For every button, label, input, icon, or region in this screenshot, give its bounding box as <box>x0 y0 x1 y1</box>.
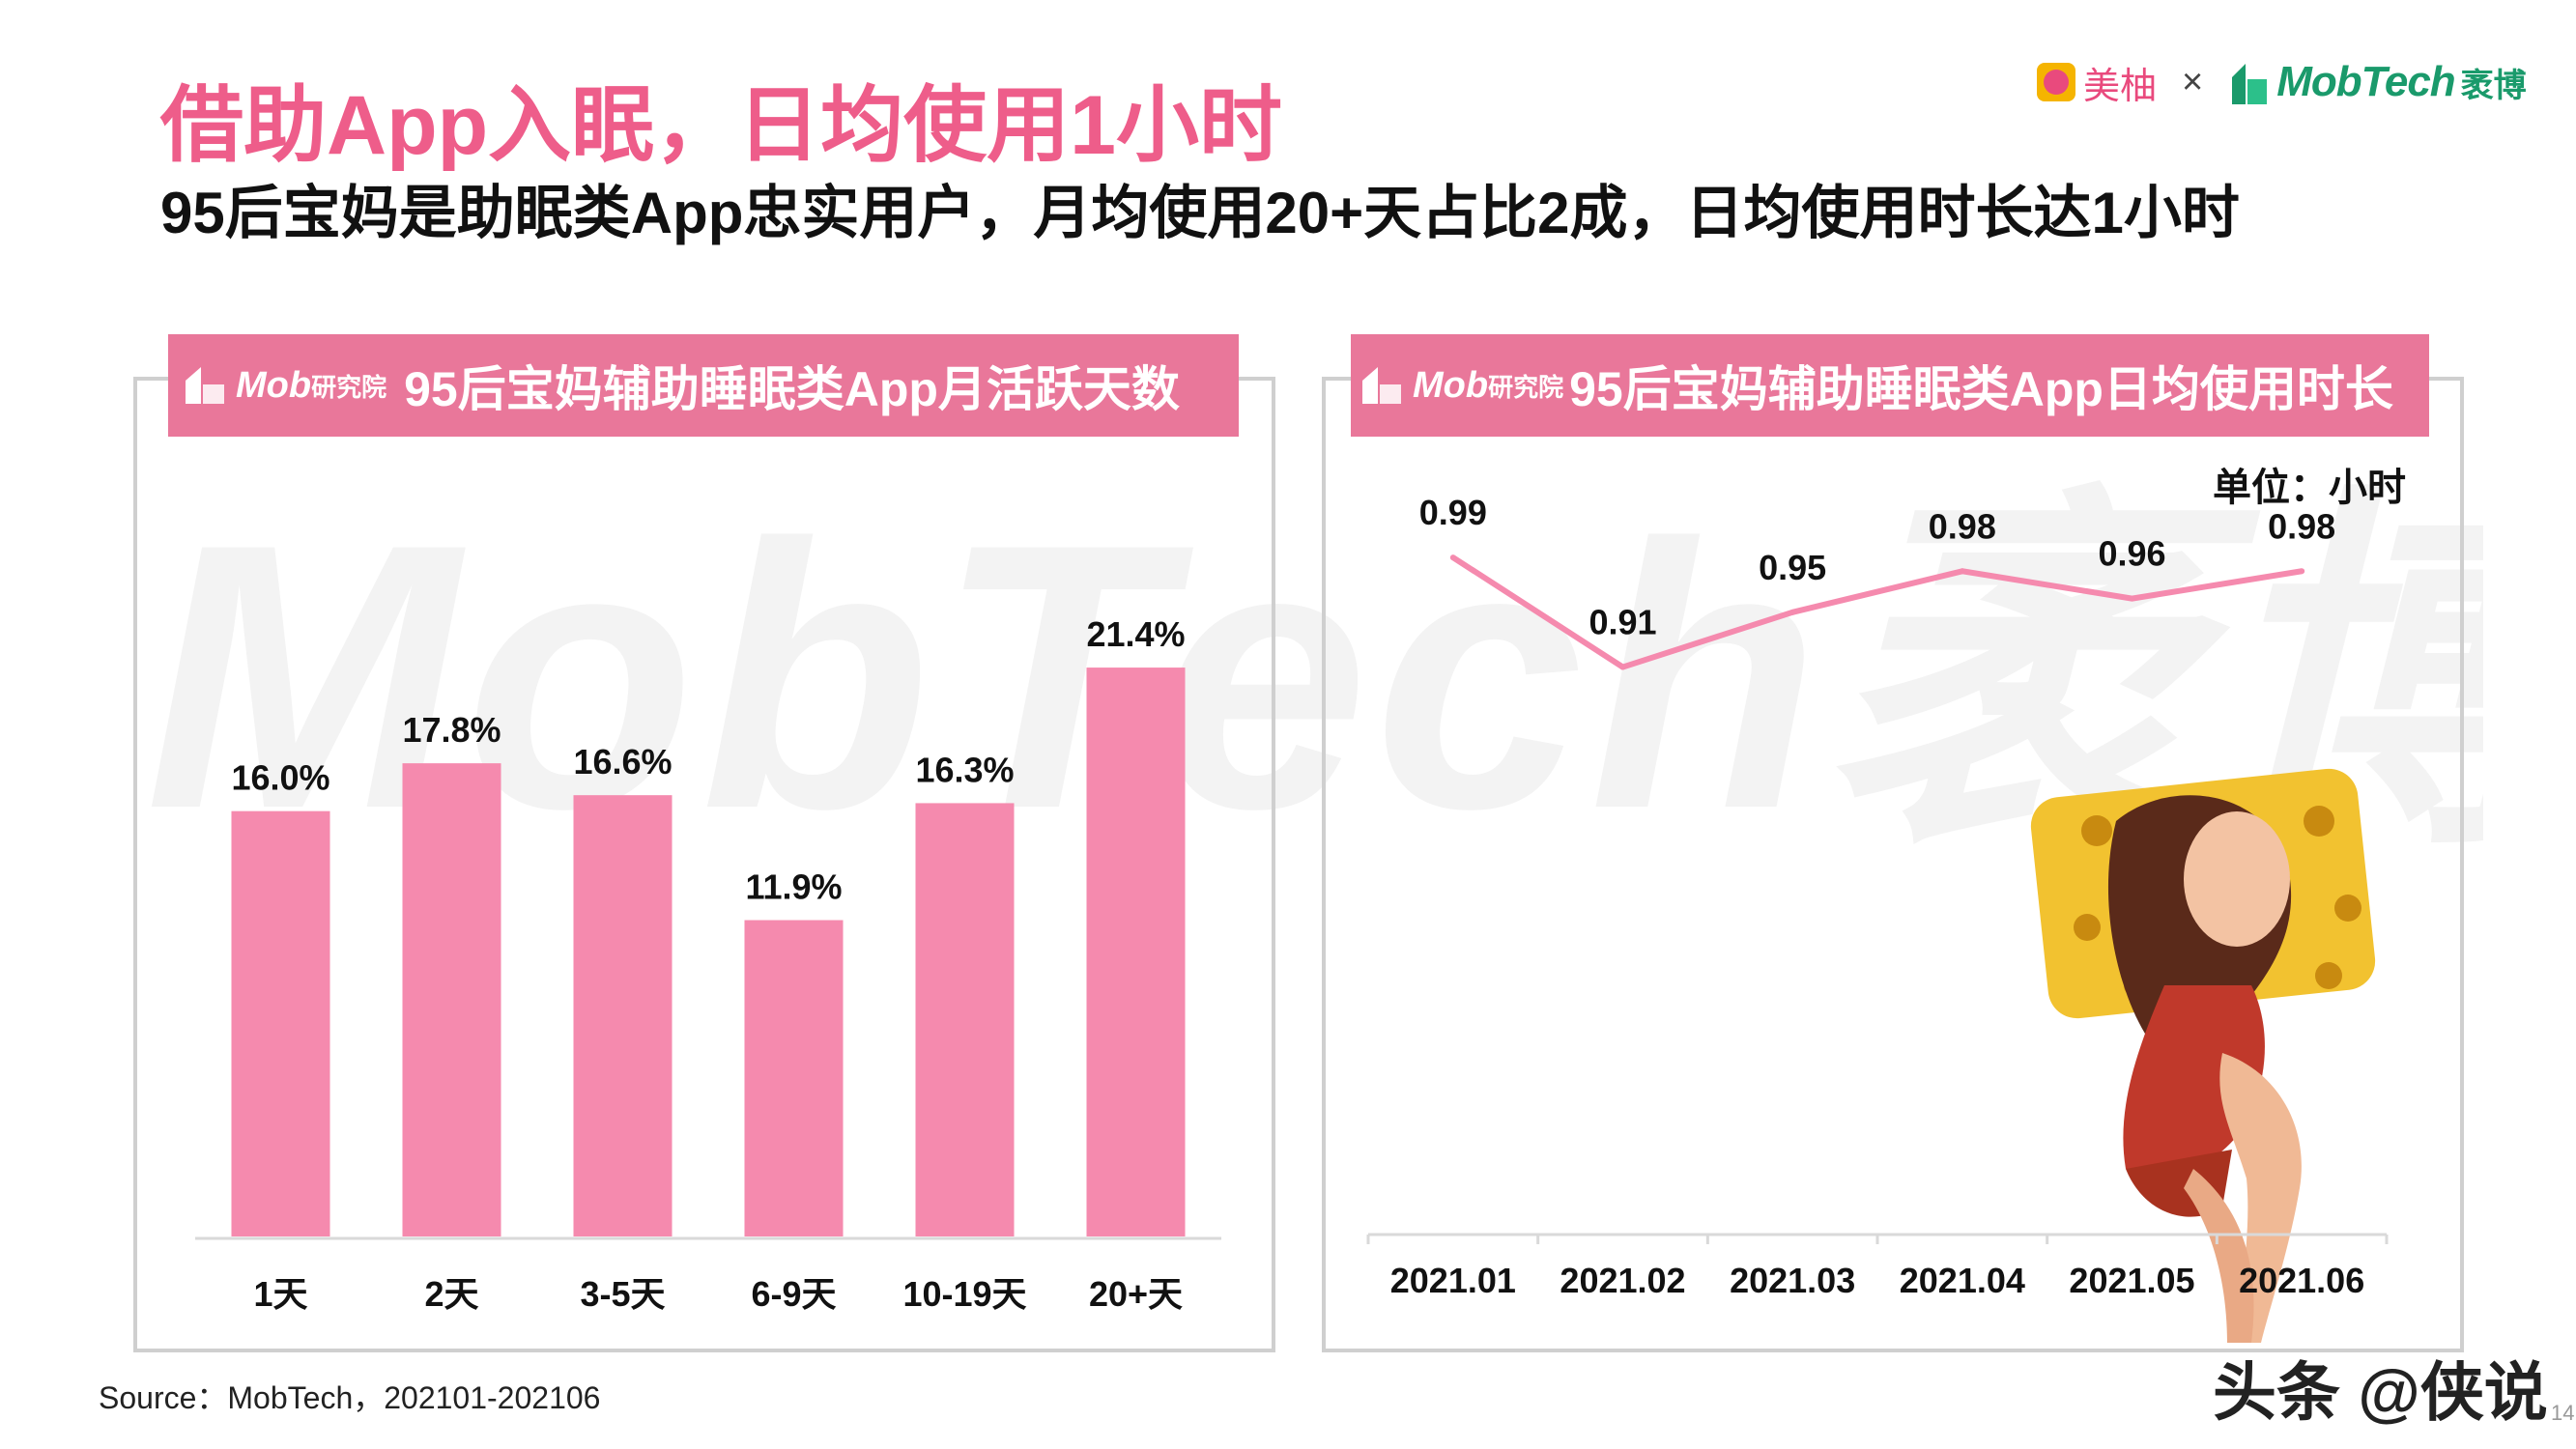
x-tick-label: 1天 <box>253 1274 307 1314</box>
footer-watermark: 头条 @侠说 <box>2213 1356 2548 1428</box>
mobtech-logo-icon <box>2232 64 2268 104</box>
right-header-brand: Mob <box>1413 364 1489 406</box>
bar <box>1086 668 1186 1236</box>
bar-data-label: 16.3% <box>915 750 1014 789</box>
x-tick-label: 10-19天 <box>902 1274 1026 1314</box>
mobtech-logo-cn: 袤博 <box>2460 67 2527 104</box>
left-chart-title: 95后宝妈辅助睡眠类App月活跃天数 <box>404 362 1180 416</box>
line-point <box>1619 664 1626 670</box>
line-point <box>2129 595 2135 602</box>
x-tick-label: 2021.06 <box>2239 1261 2364 1300</box>
mob-research-logo-icon <box>1362 367 1401 404</box>
x-tick-label: 2天 <box>424 1274 478 1314</box>
page-title: 借助App入眠，日均使用1小时 <box>160 79 1282 172</box>
mob-research-logo-icon <box>186 367 224 404</box>
page-subtitle: 95后宝妈是助眠类App忠实用户，月均使用20+天占比2成，日均使用时长达1小时 <box>160 181 2240 245</box>
bar <box>231 810 330 1236</box>
logo-separator: × <box>2182 61 2204 102</box>
line-data-label: 0.98 <box>1929 506 1996 546</box>
mobtech-logo-text: MobTech <box>2276 58 2455 105</box>
line-data-label: 0.98 <box>2268 506 2335 546</box>
x-tick-label: 20+天 <box>1089 1274 1183 1314</box>
x-tick-label: 2021.01 <box>1390 1261 1516 1300</box>
bar <box>744 920 844 1236</box>
left-panel-header: Mob 研究院 95后宝妈辅助睡眠类App月活跃天数 <box>168 334 1239 437</box>
series-line <box>1451 554 2303 670</box>
brand-logos: 美柚 × MobTech 袤博 <box>2037 53 2527 111</box>
line-data-label: 0.95 <box>1759 548 1826 587</box>
x-tick-label: 2021.05 <box>2069 1261 2194 1300</box>
x-tick-label: 2021.04 <box>1900 1261 2025 1300</box>
line-point <box>1449 554 1456 561</box>
bar-data-label: 21.4% <box>1086 614 1185 654</box>
line-chart: 0.99 2021.01 0.91 2021.02 0.95 2021.03 0.98 202… <box>1366 493 2389 1300</box>
bar-chart: 16.0% 1天 17.8% 2天 16.6% 3-5天 11.9% 6-9天 16.3% 10-… <box>195 614 1221 1314</box>
bar-data-label: 16.6% <box>573 742 672 781</box>
x-tick-label: 2021.03 <box>1730 1261 1855 1300</box>
right-header-brand-cn: 研究院 <box>1488 372 1564 402</box>
bar-data-label: 11.9% <box>745 867 842 907</box>
sleeping-woman-illustration <box>2030 768 2376 1343</box>
line-point <box>2299 568 2305 575</box>
left-header-brand: Mob <box>236 364 312 406</box>
line-point <box>1789 609 1796 615</box>
meiyou-logo-text: 美柚 <box>2083 66 2158 107</box>
bar <box>402 763 501 1236</box>
line-data-label: 0.91 <box>1589 603 1656 642</box>
source-note: Source：MobTech，202101-202106 <box>99 1380 601 1415</box>
meiyou-logo-icon <box>2037 63 2075 101</box>
x-tick-label: 3-5天 <box>580 1274 665 1314</box>
bar-data-label: 16.0% <box>231 758 329 798</box>
right-panel-header: Mob 研究院 95后宝妈辅助睡眠类App日均使用时长 <box>1351 334 2429 437</box>
line-data-label: 0.96 <box>2098 534 2165 574</box>
right-chart-title: 95后宝妈辅助睡眠类App日均使用时长 <box>1569 362 2393 416</box>
bar <box>573 795 673 1236</box>
line-data-label: 0.99 <box>1419 493 1487 532</box>
bar-data-label: 17.8% <box>402 710 501 750</box>
page-number: 14 <box>2551 1401 2575 1425</box>
x-tick-label: 6-9天 <box>751 1274 836 1314</box>
x-tick-label: 2021.02 <box>1560 1261 1685 1300</box>
left-header-brand-cn: 研究院 <box>311 372 387 402</box>
bar <box>915 803 1015 1236</box>
unit-label: 单位：小时 <box>2213 467 2406 509</box>
line-point <box>1959 568 1965 575</box>
